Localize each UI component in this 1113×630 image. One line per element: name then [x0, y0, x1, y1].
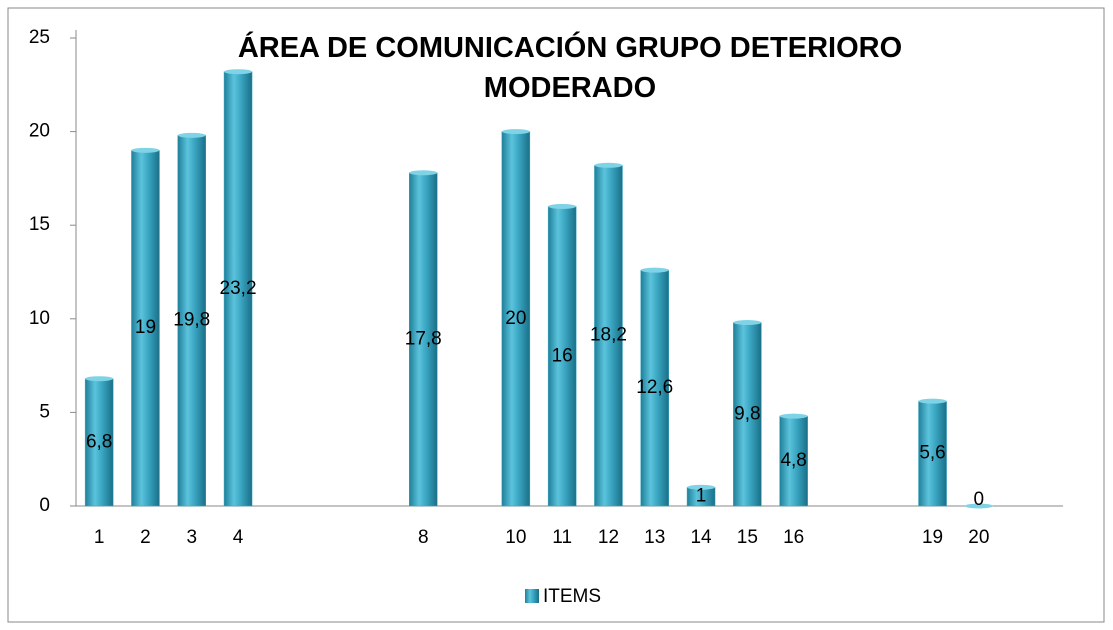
bar-cap	[501, 129, 530, 135]
y-tick-label: 25	[29, 27, 50, 48]
bar-cap	[918, 398, 947, 404]
x-tick-label: 14	[690, 527, 712, 548]
bar-cap	[964, 503, 993, 509]
data-label: 0	[974, 489, 985, 510]
x-tick-label: 4	[233, 527, 244, 548]
bar	[177, 135, 206, 507]
bar	[131, 150, 160, 507]
x-tick-label: 3	[186, 527, 197, 548]
bar	[501, 131, 531, 507]
bar-cap	[85, 376, 114, 382]
data-label: 5,6	[919, 443, 945, 464]
x-tick-label: 11	[552, 527, 572, 548]
data-label: 17,8	[405, 328, 442, 349]
x-tick-label: 2	[140, 527, 151, 548]
bar	[640, 269, 669, 507]
bar-cap	[224, 69, 253, 75]
legend-label: ITEMS	[543, 586, 601, 607]
bar-cap	[687, 484, 716, 490]
bar-cap	[733, 320, 762, 326]
x-tick-label: 12	[598, 527, 619, 548]
bar-cap	[779, 413, 808, 419]
bar	[409, 172, 438, 507]
x-tick-label: 19	[922, 527, 943, 548]
data-label: 9,8	[734, 403, 760, 424]
data-label: 6,8	[86, 431, 112, 452]
bar	[594, 165, 623, 507]
data-label: 4,8	[780, 450, 806, 471]
bar	[733, 322, 762, 507]
y-tick-label: 0	[39, 495, 50, 516]
data-label: 16	[552, 345, 573, 366]
x-tick-label: 1	[94, 527, 105, 548]
data-label: 23,2	[220, 278, 257, 299]
data-label: 20	[505, 308, 526, 329]
data-label: 19	[135, 317, 156, 338]
y-tick-label: 5	[39, 401, 50, 422]
data-label: 18,2	[590, 325, 627, 346]
data-label: 1	[696, 486, 707, 507]
y-tick-label: 15	[29, 214, 50, 235]
bar	[84, 378, 114, 507]
x-tick-label: 10	[505, 527, 526, 548]
data-label: 12,6	[636, 377, 673, 398]
y-tick-label: 20	[29, 121, 50, 142]
bar-cap	[640, 267, 669, 273]
x-tick-label: 8	[418, 527, 429, 548]
x-tick-label: 16	[783, 527, 804, 548]
x-tick-label: 15	[737, 527, 758, 548]
bar-cap	[548, 203, 577, 209]
bar	[779, 415, 808, 507]
bar-cap	[131, 147, 160, 153]
bar-cap	[594, 162, 623, 168]
chart-title: ÁREA DE COMUNICACIÓN GRUPO DETERIORO MOD…	[237, 32, 903, 104]
bar-cap	[409, 170, 438, 176]
bar-cap	[177, 132, 206, 138]
x-tick-label: 13	[644, 527, 665, 548]
bar	[223, 71, 253, 507]
y-tick-label: 10	[29, 308, 50, 329]
legend-swatch	[525, 589, 539, 603]
x-tick-label: 20	[968, 527, 989, 548]
data-label: 19,8	[173, 310, 210, 331]
bar	[918, 400, 947, 507]
